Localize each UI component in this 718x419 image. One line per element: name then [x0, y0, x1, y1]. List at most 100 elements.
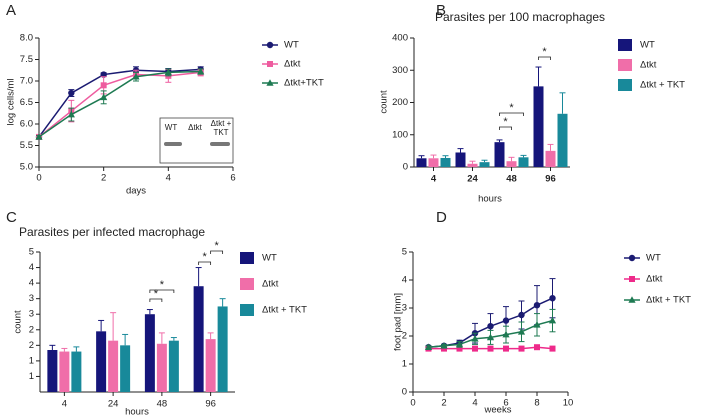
- significance-bracket: [210, 250, 224, 254]
- bar: [533, 86, 544, 167]
- legend-swatch: [618, 79, 632, 91]
- marker: [534, 344, 540, 351]
- y-tick-label: 7.5: [20, 54, 33, 65]
- error-bar: [547, 143, 554, 151]
- error-bar: [496, 139, 503, 143]
- legend-swatch: [618, 39, 632, 51]
- blot-band: [210, 142, 230, 146]
- marker: [100, 71, 107, 78]
- marker: [164, 68, 172, 76]
- marker: [68, 89, 75, 97]
- error-bar: [559, 92, 566, 114]
- marker: [472, 345, 478, 352]
- x-tick-label: 48: [506, 174, 517, 185]
- bar: [205, 339, 216, 392]
- bar: [506, 161, 517, 167]
- error-bar: [110, 312, 117, 341]
- error-bar: [195, 267, 202, 287]
- x-tick-label: 4: [62, 399, 67, 410]
- legend-label: Δtkt: [640, 60, 657, 71]
- error-bar: [418, 155, 425, 159]
- x-tick-label: 2: [441, 398, 446, 409]
- error-bar: [73, 346, 80, 352]
- error-bar: [61, 347, 68, 352]
- y-tick-label: 1: [29, 371, 34, 382]
- x-tick-label: 2: [101, 173, 106, 184]
- y-tick-label: 5.5: [20, 140, 33, 151]
- legend-swatch: [240, 278, 254, 290]
- bar: [156, 343, 167, 392]
- error-bar: [219, 298, 226, 307]
- legend-label: Δtkt + TKT: [646, 295, 691, 306]
- significance-bracket: [198, 261, 212, 265]
- bar: [518, 157, 529, 167]
- significance-bracket: [149, 289, 175, 293]
- marker: [100, 93, 108, 101]
- series-line: [38, 71, 201, 138]
- marker: [518, 345, 525, 352]
- inset-label: WT: [165, 123, 178, 132]
- series-line: [38, 68, 201, 138]
- significance-bracket: [499, 126, 512, 130]
- legend-label: Δtkt: [284, 59, 301, 70]
- error-bar: [49, 344, 56, 350]
- error-bar: [122, 333, 129, 346]
- y-tick-label: 4: [402, 275, 407, 286]
- x-axis-label: hours: [125, 407, 149, 418]
- x-tick-label: 4: [166, 173, 171, 184]
- legend-label: WT: [262, 253, 277, 264]
- bar: [416, 158, 427, 167]
- bar: [217, 306, 228, 392]
- legend-swatch: [240, 304, 254, 316]
- bar: [455, 152, 466, 167]
- panel-letter: C: [6, 209, 17, 226]
- bar: [479, 162, 490, 167]
- legend-swatch: [240, 252, 254, 264]
- error-bar: [442, 155, 449, 158]
- error-bar: [469, 160, 476, 164]
- marker: [549, 295, 556, 302]
- y-tick-label: 6.5: [20, 97, 33, 108]
- legend-label: Δtkt+TKT: [284, 78, 324, 89]
- error-bar: [457, 148, 464, 153]
- significance-label: *: [160, 279, 165, 291]
- bar: [494, 142, 505, 167]
- inset-label: TKT: [213, 128, 228, 137]
- error-bar: [535, 66, 542, 87]
- blot-inset: WT Δtkt Δtkt + TKT: [159, 117, 234, 164]
- marker: [487, 345, 494, 352]
- chart-title: Parasites per infected macrophage: [19, 225, 205, 239]
- marker: [548, 316, 557, 324]
- x-tick-label: 8: [534, 398, 539, 409]
- legend-label: Δtkt: [646, 274, 663, 285]
- error-bar: [98, 319, 105, 332]
- marker: [486, 333, 495, 341]
- legend-label: Δtkt + TKT: [262, 305, 307, 316]
- legend-swatch: [618, 59, 632, 71]
- marker: [35, 133, 43, 140]
- bar: [168, 340, 179, 392]
- x-tick-label: 24: [108, 399, 119, 410]
- legend-marker: [629, 276, 635, 282]
- marker: [424, 343, 433, 350]
- y-tick-label: 200: [392, 97, 408, 108]
- y-tick-label: 1: [402, 359, 407, 370]
- marker: [487, 323, 494, 330]
- y-tick-label: 2: [402, 331, 407, 342]
- series-line: [38, 70, 201, 138]
- y-tick-label: 3: [402, 303, 407, 314]
- error-bar: [158, 332, 165, 344]
- y-tick-label: 2: [29, 340, 34, 351]
- bar: [557, 113, 568, 167]
- legend-marker: [266, 41, 274, 49]
- bar: [193, 286, 204, 392]
- bar: [120, 345, 131, 392]
- significance-label: *: [154, 288, 159, 300]
- x-tick-label: 10: [563, 398, 574, 409]
- marker: [456, 345, 463, 352]
- bar: [59, 351, 70, 392]
- marker: [517, 328, 526, 335]
